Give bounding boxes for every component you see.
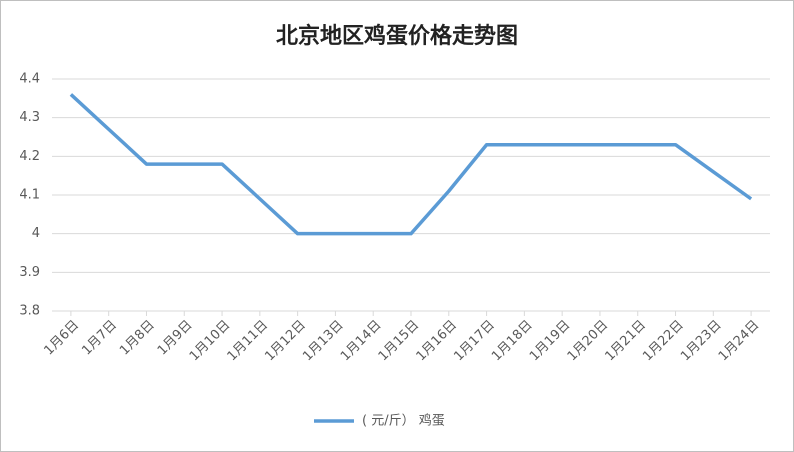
y-tick-label: 3.9 [19, 265, 40, 280]
y-tick-label: 4 [32, 226, 40, 241]
y-tick-label: 4.1 [19, 188, 40, 203]
y-tick-label: 4.4 [19, 72, 40, 87]
y-tick-label: 4.2 [19, 149, 40, 164]
y-tick-label: 4.3 [19, 110, 40, 125]
y-tick-label: 3.8 [19, 304, 40, 319]
series-line [69, 93, 753, 236]
chart-title: 北京地区鸡蛋价格走势图 [276, 23, 518, 49]
legend-label: ( 元/斤） 鸡蛋 [362, 413, 445, 429]
